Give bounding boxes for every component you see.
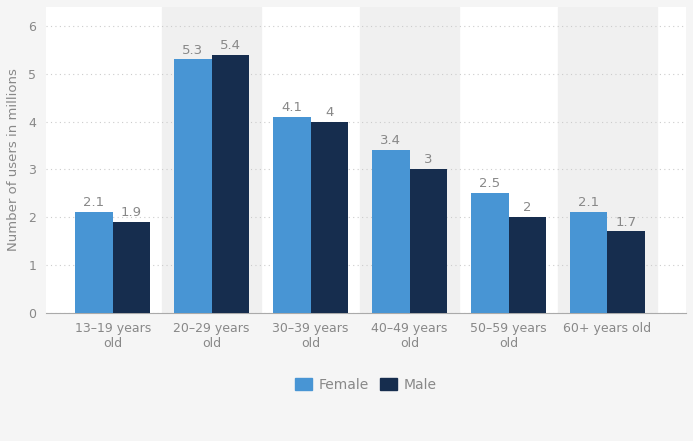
Text: 2.1: 2.1	[578, 197, 599, 209]
Bar	[273, 117, 310, 313]
Text: 2.1: 2.1	[83, 197, 105, 209]
Text: 5.3: 5.3	[182, 44, 204, 56]
Text: 2: 2	[523, 201, 532, 214]
Text: 3: 3	[424, 153, 432, 167]
Bar	[211, 55, 249, 313]
Bar	[570, 213, 608, 313]
Bar	[310, 122, 348, 313]
Y-axis label: Number of users in millions: Number of users in millions	[7, 68, 20, 251]
Text: 1.7: 1.7	[615, 216, 637, 228]
Bar	[608, 232, 645, 313]
Bar	[360, 7, 459, 313]
Bar	[509, 217, 546, 313]
Legend: Female, Male: Female, Male	[290, 372, 442, 397]
Bar	[75, 213, 113, 313]
Text: 4.1: 4.1	[281, 101, 302, 114]
Bar	[471, 193, 509, 313]
Bar	[174, 60, 211, 313]
Text: 3.4: 3.4	[380, 135, 401, 147]
Text: 2.5: 2.5	[479, 177, 500, 191]
Text: 1.9: 1.9	[121, 206, 142, 219]
Text: 5.4: 5.4	[220, 39, 241, 52]
Text: 4: 4	[325, 106, 333, 119]
Bar	[558, 7, 657, 313]
Bar	[410, 169, 447, 313]
Bar	[162, 7, 261, 313]
Bar	[372, 150, 410, 313]
Bar	[113, 222, 150, 313]
